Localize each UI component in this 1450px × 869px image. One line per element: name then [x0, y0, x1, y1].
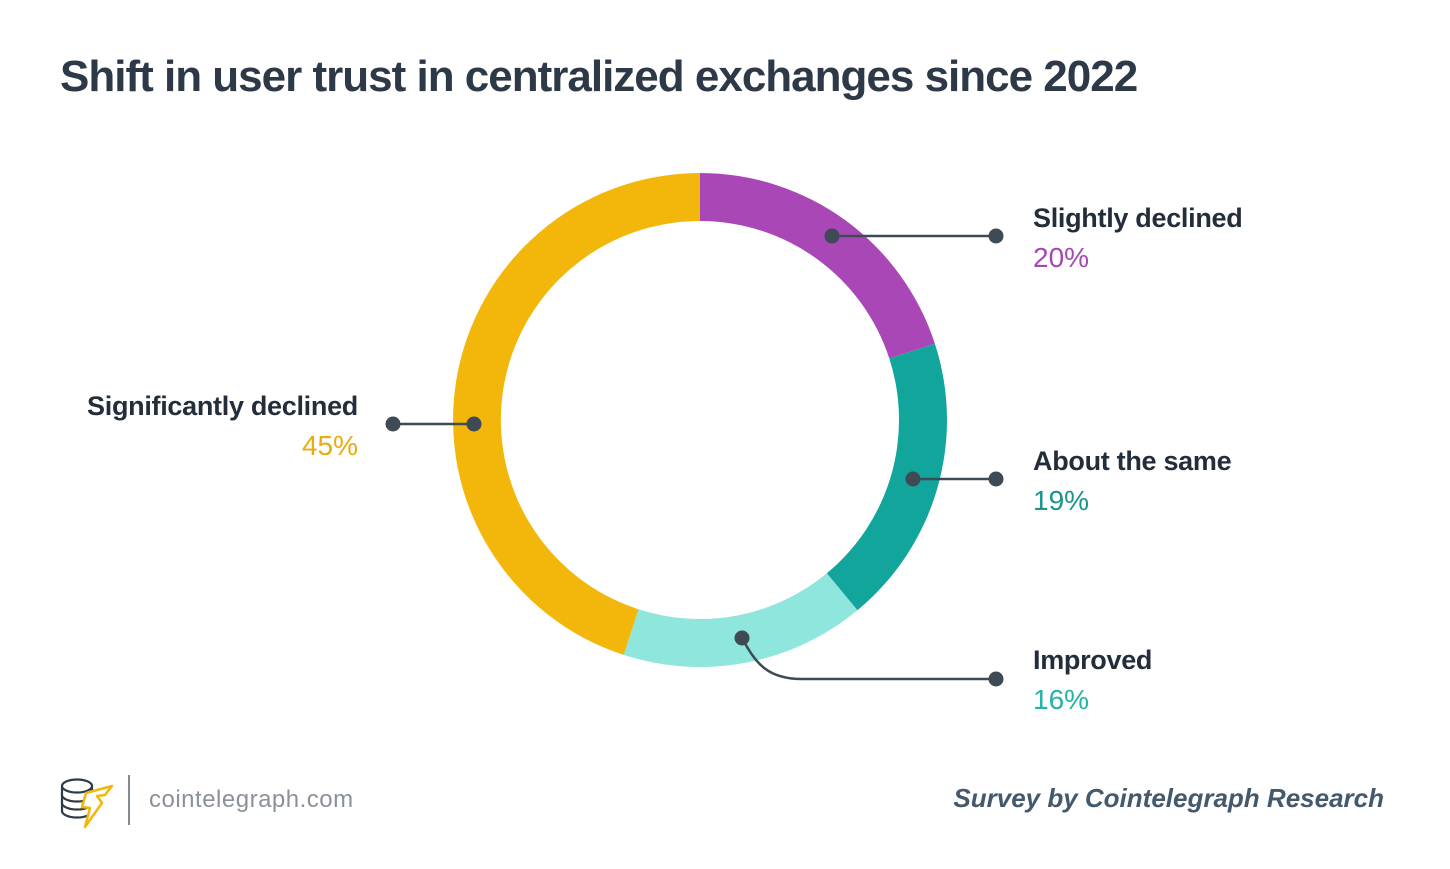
donut-segment-about-the-same [826, 343, 947, 611]
footer: cointelegraph.com Survey by Cointelegrap… [0, 771, 1450, 833]
footer-site-url: cointelegraph.com [149, 786, 354, 813]
leader-dot [988, 228, 1004, 244]
footer-credit: Survey by Cointelegraph Research [953, 783, 1384, 813]
segment-name: Slightly declined [1033, 203, 1243, 233]
donut-segments [453, 173, 947, 667]
lightning-bolt-shape [80, 784, 114, 829]
label-significantly-declined: Significantly declined 45% [87, 386, 358, 466]
leader-dot [824, 228, 840, 244]
leader-line [740, 637, 996, 681]
leader-dot [988, 671, 1004, 687]
segment-name: Significantly declined [87, 391, 358, 421]
leader-dot [734, 630, 750, 646]
leader-dot [905, 471, 921, 487]
chart-title: Shift in user trust in centralized excha… [60, 52, 1138, 101]
donut-segment-slightly-declined [700, 173, 935, 359]
label-about-the-same: About the same 19% [1033, 441, 1232, 521]
segment-percent: 45% [301, 430, 358, 461]
leader-dot [385, 416, 401, 432]
cointelegraph-logo-icon [60, 778, 114, 829]
leader-lines [385, 228, 1004, 687]
segment-name: About the same [1033, 446, 1232, 476]
label-slightly-declined: Slightly declined 20% [1033, 198, 1243, 278]
leader-dot [988, 471, 1004, 487]
donut-segment-significantly-declined [453, 173, 700, 655]
segment-percent: 20% [1033, 242, 1090, 273]
segment-percent: 16% [1033, 684, 1090, 715]
donut-segment-improved [623, 573, 858, 667]
leader-dot [466, 416, 482, 432]
segment-name: Improved [1033, 645, 1153, 675]
footer-divider [128, 775, 130, 825]
segment-percent: 19% [1033, 485, 1090, 516]
label-improved: Improved 16% [1033, 640, 1152, 720]
